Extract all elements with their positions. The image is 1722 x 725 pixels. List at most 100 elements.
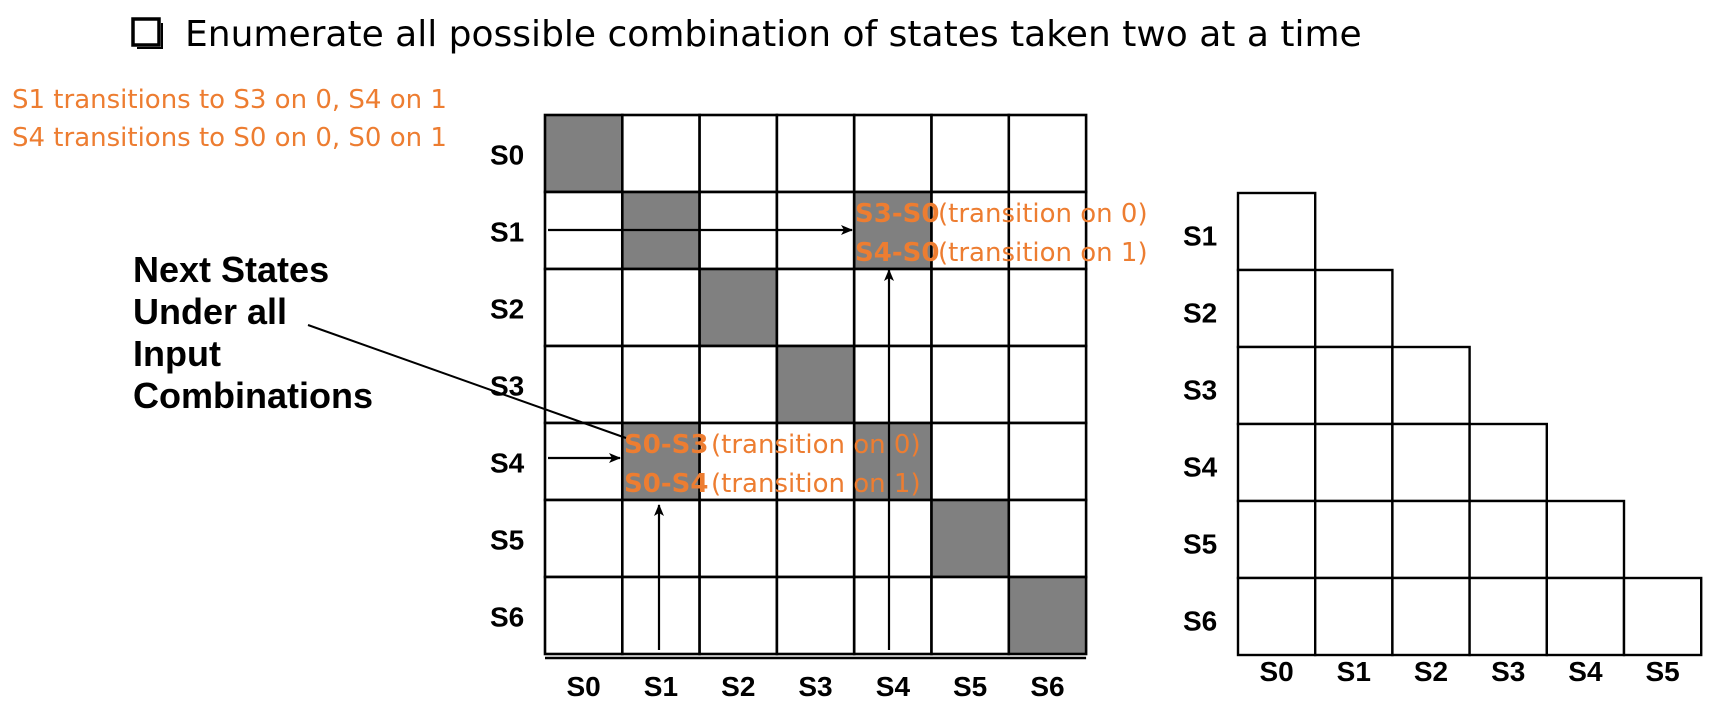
full-table-cell-r4-c2 — [698, 421, 779, 502]
full-table-cell-r0-c3 — [775, 113, 856, 194]
implication-row-label: S3 — [1183, 375, 1217, 406]
pointer-line — [307, 324, 627, 439]
full-table-cell-r6-c1 — [620, 575, 701, 656]
cell-s4-s1-pair1: S0-S4 — [624, 469, 708, 499]
implication-row-label: S4 — [1183, 452, 1218, 483]
full-state-table: S0 S1 S2 S3 S4 S5 S6 S0 S1 S2 S3 S4 S5 S6 — [490, 113, 1088, 702]
full-table-cell-r4-c6 — [1007, 421, 1088, 502]
full-table-cell-r2-c6 — [1007, 267, 1088, 348]
full-table-col-label: S1 — [644, 671, 678, 702]
implication-row-label: S1 — [1183, 221, 1217, 252]
full-table-col-label: S6 — [1030, 671, 1064, 702]
implication-col-label: S5 — [1645, 656, 1679, 687]
implication-cell-r1-c1 — [1313, 268, 1394, 349]
full-table-cell-r5-c1 — [620, 498, 701, 579]
full-table-cell-r6-c6 — [1007, 575, 1088, 656]
full-table-cell-r1-c6 — [1007, 190, 1088, 271]
full-table-cell-r0-c6 — [1007, 113, 1088, 194]
implication-cell-r0-c0 — [1236, 191, 1317, 272]
implication-col-label: S1 — [1337, 656, 1371, 687]
full-table-cell-r2-c4 — [852, 267, 933, 348]
implication-cell-r2-c2 — [1391, 345, 1471, 426]
checkbox-bullet-icon — [131, 17, 161, 47]
note-line-2: S4 transitions to S0 on 0, S0 on 1 — [12, 123, 447, 153]
implication-cell-r5-c1 — [1313, 576, 1394, 657]
implication-row-label: S2 — [1183, 298, 1217, 329]
full-table-cell-r3-c6 — [1007, 344, 1088, 425]
full-table-cell-r2-c1 — [620, 267, 701, 348]
implication-cell-r2-c1 — [1313, 345, 1394, 426]
implication-cell-r3-c1 — [1313, 422, 1394, 503]
full-table-cell-r1-c4 — [852, 190, 933, 271]
full-table-cell-r2-c3 — [775, 267, 856, 348]
full-table-cell-r2-c5 — [930, 267, 1011, 348]
full-table-cell-r5-c4 — [852, 498, 933, 579]
cell-s4-s1-text0: (transition on 0) — [711, 430, 921, 460]
full-table-cell-r4-c0 — [543, 421, 624, 502]
full-table-cell-r6-c3 — [775, 575, 856, 656]
implication-col-label: S4 — [1568, 656, 1603, 687]
full-table-col-label: S2 — [721, 671, 755, 702]
full-table-row-label: S0 — [490, 140, 524, 171]
implication-row-label: S5 — [1183, 529, 1217, 560]
full-table-cell-r6-c5 — [930, 575, 1011, 656]
full-table-cell-r2-c0 — [543, 267, 624, 348]
full-table-col-label: S4 — [876, 671, 911, 702]
full-table-cell-r3-c3 — [775, 344, 856, 425]
full-table-cell-r5-c2 — [698, 498, 779, 579]
full-table-cell-r0-c0 — [543, 113, 624, 194]
full-table-cell-r6-c0 — [543, 575, 624, 656]
implication-cell-r5-c2 — [1391, 576, 1471, 657]
implication-cell-r3-c0 — [1236, 422, 1317, 503]
cell-s1-s4-text1: (transition on 1) — [938, 238, 1148, 268]
implication-col-label: S2 — [1414, 656, 1448, 687]
side-label-line-3: Input — [133, 333, 221, 374]
full-table-row-label: S2 — [490, 294, 524, 325]
full-table-row-label: S1 — [490, 217, 524, 248]
implication-cell-r5-c0 — [1236, 576, 1317, 657]
full-table-cell-r0-c5 — [930, 113, 1011, 194]
side-label-line-1: Next States — [133, 249, 329, 290]
full-table-row-label: S4 — [490, 448, 525, 479]
full-table-cell-r5-c0 — [543, 498, 624, 579]
implication-row-label: S6 — [1183, 606, 1217, 637]
cell-s4-s1-pair0: S0-S3 — [624, 430, 708, 460]
note-line-1: S1 transitions to S3 on 0, S4 on 1 — [12, 85, 447, 115]
full-table-col-label: S3 — [798, 671, 832, 702]
page-heading: Enumerate all possible combination of st… — [185, 14, 1362, 55]
cell-s1-s4-pair1: S4-S0 — [855, 238, 939, 268]
full-table-row-label: S5 — [490, 525, 524, 556]
implication-cell-r5-c4 — [1545, 576, 1626, 657]
full-table-cell-r3-c0 — [543, 344, 624, 425]
implication-col-label: S3 — [1491, 656, 1525, 687]
implication-cell-r5-c3 — [1468, 576, 1548, 657]
implication-cell-r4-c4 — [1545, 499, 1626, 580]
full-table-cell-r5-c5 — [930, 498, 1011, 579]
implication-cell-r4-c1 — [1313, 499, 1394, 580]
cell-s1-s4-pair0: S3-S0 — [855, 199, 939, 229]
implication-cell-r3-c3 — [1468, 422, 1548, 503]
full-table-cell-r0-c2 — [698, 113, 779, 194]
full-table-cell-r6-c2 — [698, 575, 779, 656]
implication-cell-r1-c0 — [1236, 268, 1317, 349]
implication-cell-r2-c0 — [1236, 345, 1317, 426]
implication-cell-r5-c5 — [1622, 576, 1703, 657]
full-table-col-label: S0 — [566, 671, 600, 702]
full-table-cell-r5-c3 — [775, 498, 856, 579]
full-table-cell-r0-c4 — [852, 113, 933, 194]
full-table-cell-r3-c2 — [698, 344, 779, 425]
full-table-cell-r2-c2 — [698, 267, 779, 348]
cell-s1-s4-entries: S3-S0 (transition on 0) S4-S0 (transitio… — [855, 199, 1148, 268]
full-table-cell-r4-c5 — [930, 421, 1011, 502]
side-label-line-2: Under all — [133, 291, 287, 332]
implication-table: S1 S2 S3 S4 S5 S6 S0 S1 S2 S3 S4 S5 — [1183, 191, 1703, 687]
full-table-cell-r3-c1 — [620, 344, 701, 425]
side-label-line-4: Combinations — [133, 375, 373, 416]
implication-col-label: S0 — [1259, 656, 1293, 687]
cell-s4-s1-entries: S0-S3 (transition on 0) S0-S4 (transitio… — [624, 430, 921, 499]
full-table-cell-r6-c4 — [852, 575, 933, 656]
implication-cell-r4-c3 — [1468, 499, 1548, 580]
full-table-cell-r3-c4 — [852, 344, 933, 425]
full-table-row-label: S3 — [490, 371, 524, 402]
